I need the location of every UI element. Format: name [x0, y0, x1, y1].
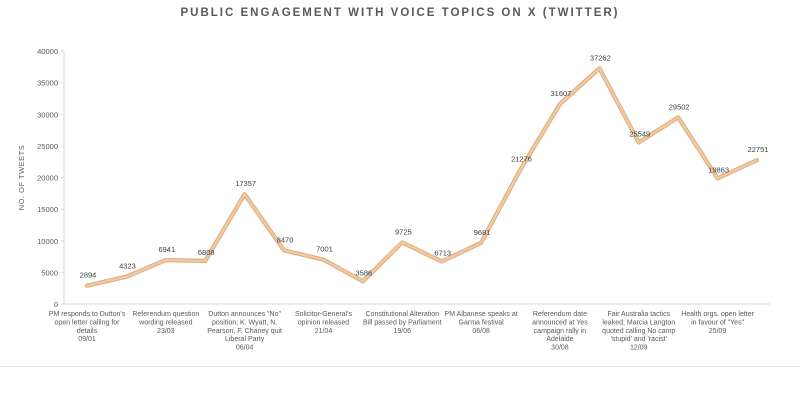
- series-line-group: [84, 66, 760, 288]
- y-tick-label: 0: [54, 300, 58, 309]
- data-label: 21276: [511, 154, 532, 163]
- x-category-label: Constitutional Alteration Bill passed by …: [363, 311, 442, 335]
- x-category-label: Referendum date announced at Yes campaign …: [532, 311, 588, 352]
- y-tick-label: 30000: [37, 110, 58, 119]
- x-category-label: Dutton announces "No" position; K. Wyatt,…: [207, 311, 282, 352]
- data-labels-group: 2894 4323 6941 6808 17357 8470 7001 3586 9725 671…: [80, 53, 769, 279]
- series-line: [85, 67, 759, 287]
- y-tick-label: 15000: [37, 205, 58, 214]
- divider: [0, 366, 800, 367]
- data-label: 22751: [748, 145, 769, 154]
- x-category-label: Referendum question wording released 23/03: [132, 311, 199, 335]
- data-label: 31607: [551, 89, 572, 98]
- y-tick-label: 35000: [37, 79, 58, 88]
- data-label: 6808: [198, 248, 215, 257]
- y-tick-label: 20000: [37, 174, 58, 183]
- data-label: 19863: [708, 165, 729, 174]
- data-label: 9681: [474, 228, 491, 237]
- y-tick-label: 10000: [37, 237, 58, 246]
- data-label: 2894: [80, 271, 97, 280]
- y-tick-label: 25000: [37, 142, 58, 151]
- x-category-label: Health orgs. open letter in favour of "Ye…: [681, 311, 754, 335]
- data-label: 6941: [158, 245, 175, 254]
- data-label: 17357: [235, 179, 256, 188]
- y-axis-title-group: NO. OF TWEETS: [17, 145, 26, 211]
- data-label: 4323: [119, 262, 136, 271]
- data-label: 9725: [395, 227, 412, 236]
- y-tick-label: 5000: [41, 268, 58, 277]
- x-category-label: Solicitor-General's opinion released 21/04: [295, 311, 352, 335]
- x-category-label: Fair Australia tactics leaked; Marcia Lan…: [602, 311, 675, 352]
- data-label: 7001: [316, 245, 333, 254]
- data-label: 37262: [590, 53, 611, 62]
- category-labels-group: PM responds to Dutton's open letter calli…: [49, 311, 755, 352]
- y-tick-label: 40000: [37, 47, 58, 56]
- axes: 0 5000 10000 15000 20000 25000 30000 35000 40000: [37, 47, 770, 309]
- chart-title: PUBLIC ENGAGEMENT WITH VOICE TOPICS ON X…: [180, 7, 620, 19]
- data-label: 3586: [356, 268, 373, 277]
- data-label: 29502: [669, 102, 690, 111]
- data-label: 8470: [277, 235, 294, 244]
- y-axis-title: NO. OF TWEETS: [17, 145, 26, 211]
- data-label: 25549: [629, 129, 650, 138]
- x-category-label: PM responds to Dutton's open letter calli…: [49, 311, 126, 343]
- x-category-label: PM Albanese speaks at Garma festival 06/08: [445, 311, 518, 335]
- data-label: 6713: [434, 249, 451, 258]
